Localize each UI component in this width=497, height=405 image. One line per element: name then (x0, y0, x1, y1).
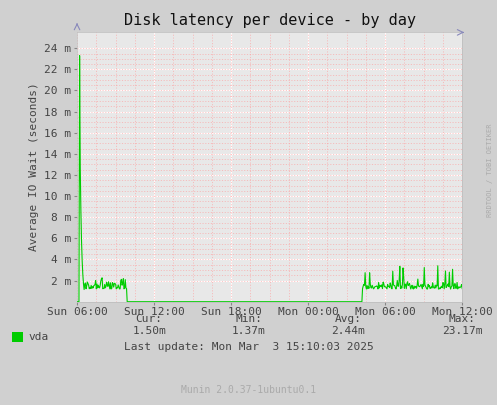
Text: Avg:: Avg: (334, 314, 361, 324)
Text: 1.37m: 1.37m (232, 326, 265, 336)
Text: 2.44m: 2.44m (331, 326, 365, 336)
Text: 23.17m: 23.17m (442, 326, 483, 336)
Y-axis label: Average IO Wait (seconds): Average IO Wait (seconds) (29, 83, 39, 252)
Text: Last update: Mon Mar  3 15:10:03 2025: Last update: Mon Mar 3 15:10:03 2025 (124, 342, 373, 352)
Text: 1.50m: 1.50m (132, 326, 166, 336)
Text: vda: vda (29, 332, 49, 342)
Text: Cur:: Cur: (136, 314, 163, 324)
Text: RRDTOOL / TOBI OETIKER: RRDTOOL / TOBI OETIKER (487, 124, 493, 217)
Text: Min:: Min: (235, 314, 262, 324)
Text: Munin 2.0.37-1ubuntu0.1: Munin 2.0.37-1ubuntu0.1 (181, 385, 316, 395)
Text: Max:: Max: (449, 314, 476, 324)
Title: Disk latency per device - by day: Disk latency per device - by day (124, 13, 415, 28)
